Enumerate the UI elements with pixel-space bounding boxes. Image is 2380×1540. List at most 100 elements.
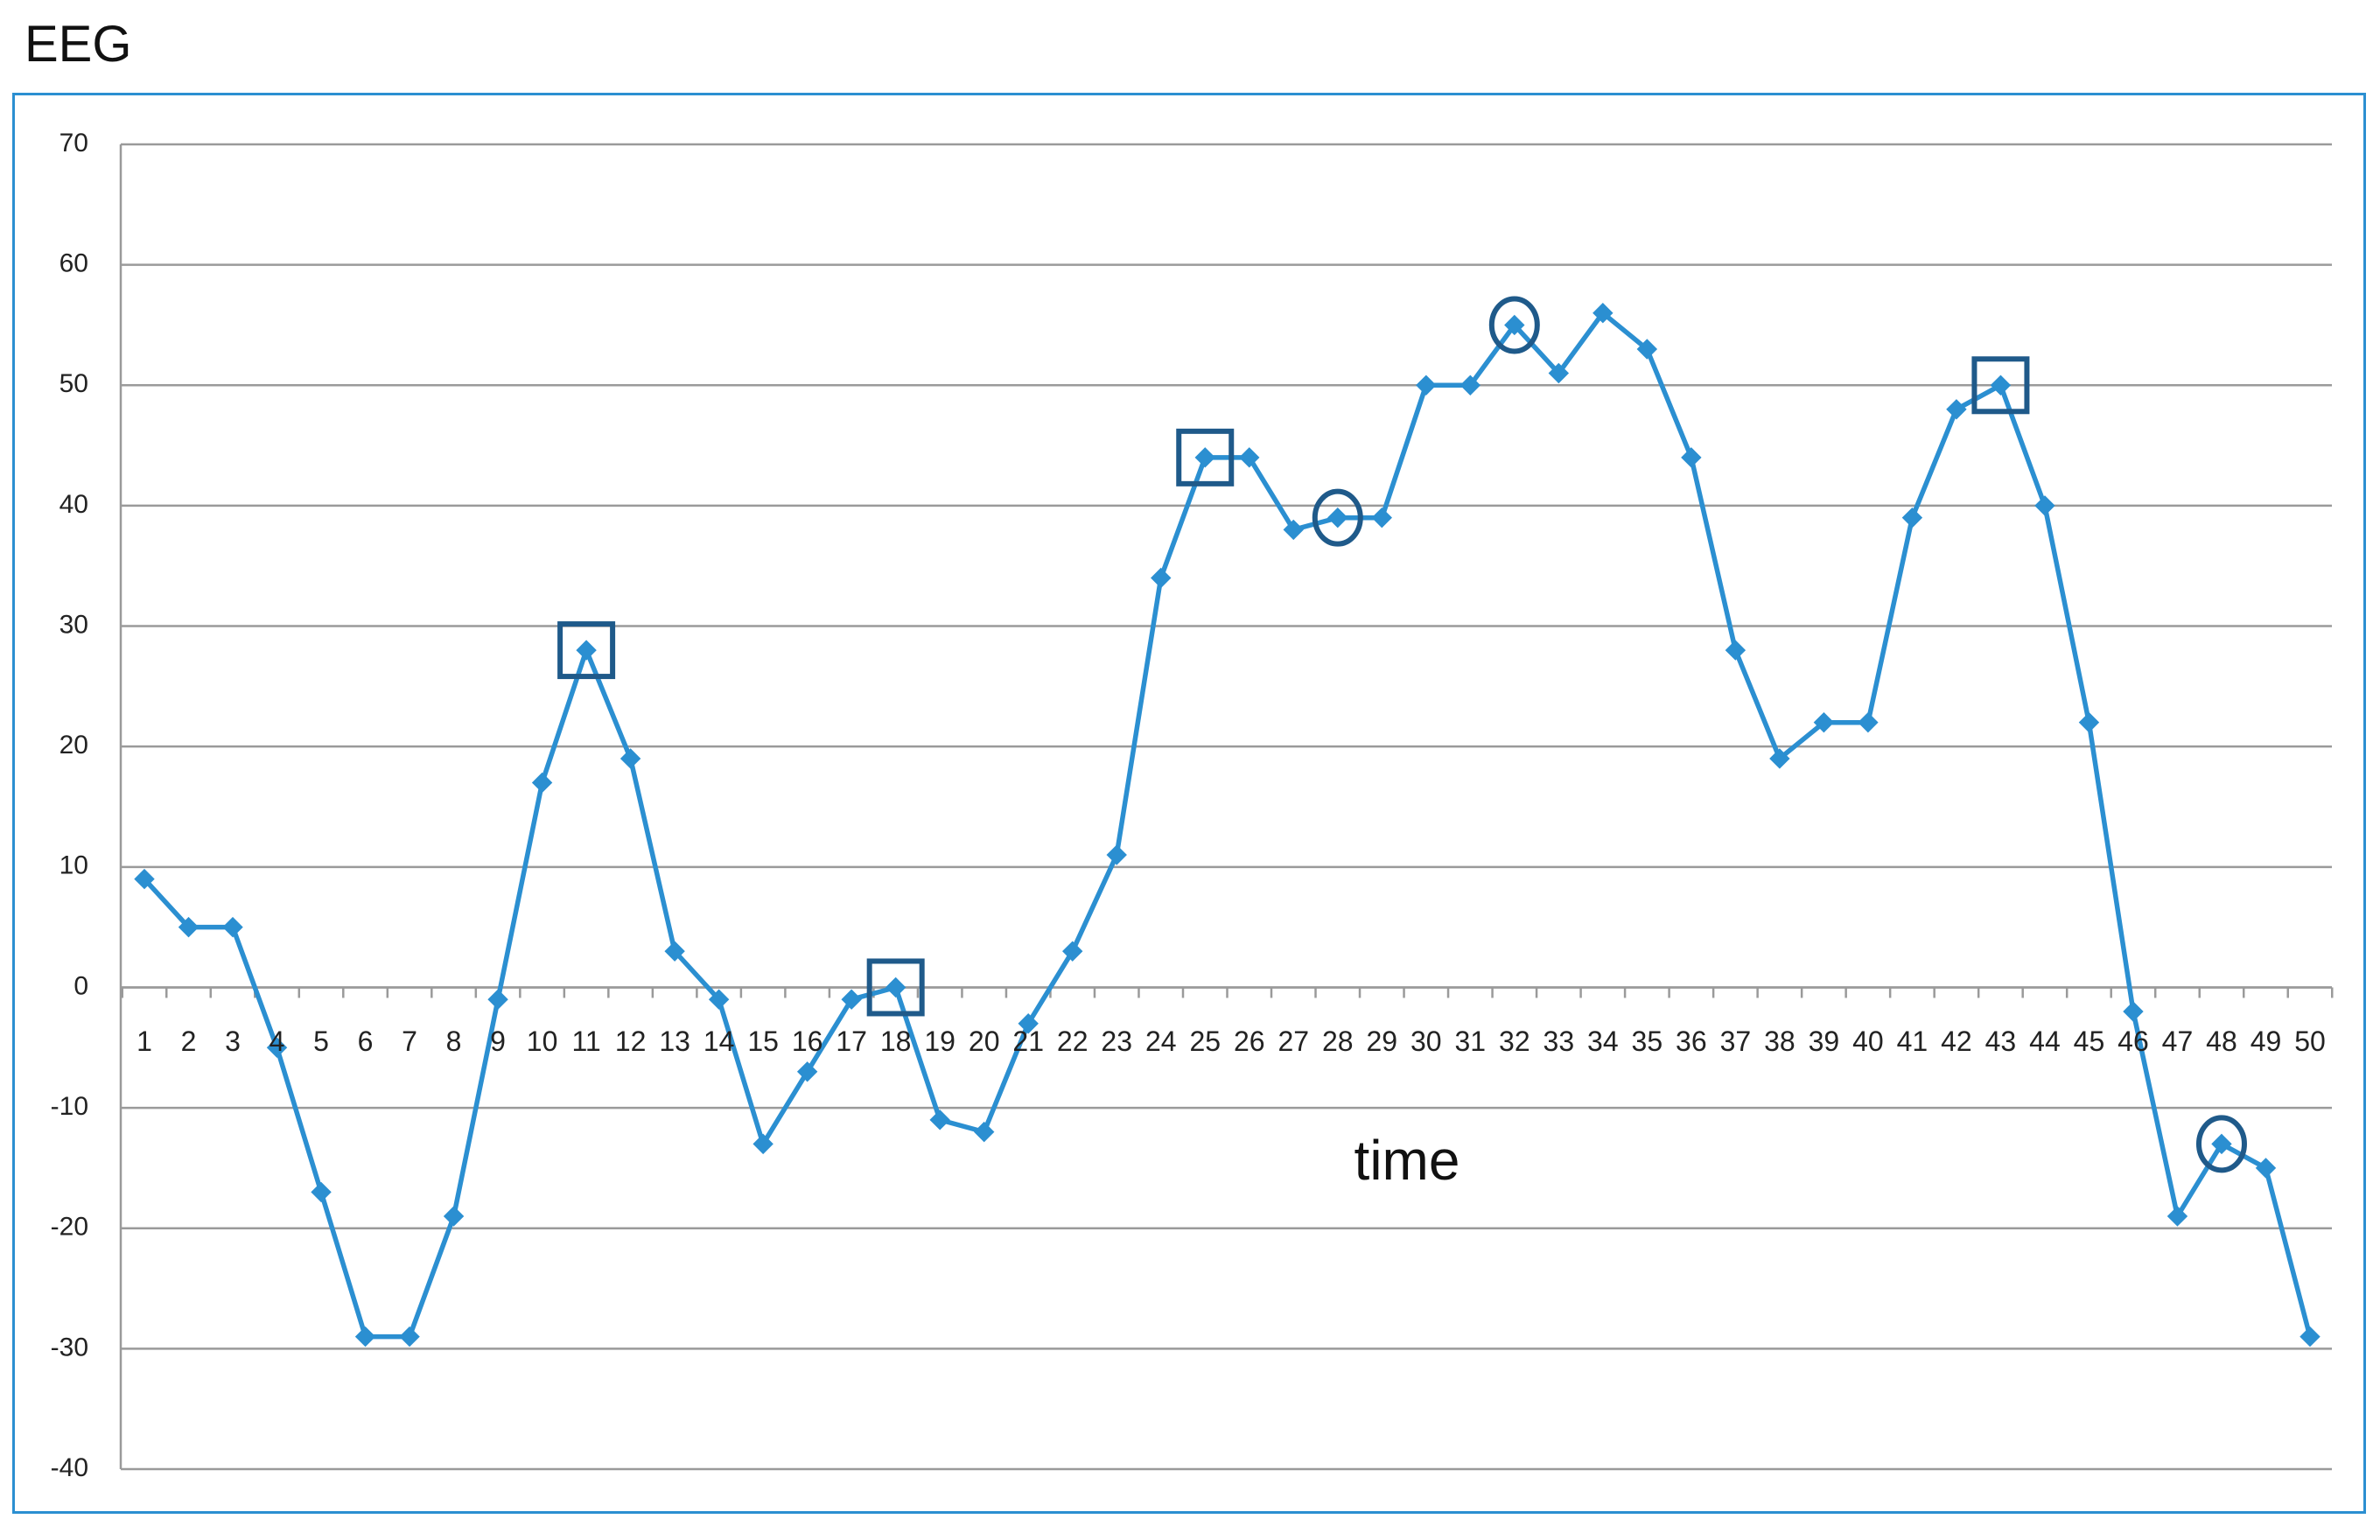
y-tick-label: 10 <box>60 851 88 880</box>
x-tick-label: 48 <box>2206 1026 2237 1057</box>
data-point-38 <box>1769 748 1790 769</box>
x-tick-label: 43 <box>1985 1026 2017 1057</box>
x-tick-label: 23 <box>1101 1026 1132 1057</box>
x-tick-label: 22 <box>1057 1026 1088 1057</box>
data-point-28 <box>1327 507 1348 528</box>
x-tick-label: 12 <box>615 1026 647 1057</box>
x-tick-label: 21 <box>1012 1026 1044 1057</box>
data-point-40 <box>1858 711 1879 733</box>
x-tick-label: 45 <box>2074 1026 2105 1057</box>
x-tick-label: 25 <box>1189 1026 1221 1057</box>
data-point-27 <box>1283 519 1304 541</box>
data-point-15 <box>752 1133 774 1155</box>
data-point-19 <box>929 1110 950 1130</box>
data-point-47 <box>2166 1206 2188 1227</box>
data-point-10 <box>531 772 553 794</box>
highlight-square <box>1176 428 1235 486</box>
data-point-6 <box>354 1326 376 1348</box>
x-tick-label: 24 <box>1145 1026 1177 1057</box>
x-tick-label: 13 <box>659 1026 690 1057</box>
data-point-45 <box>2078 711 2100 733</box>
x-tick-label: 27 <box>1278 1026 1309 1057</box>
data-point-41 <box>1901 507 1923 528</box>
chart-frame: -40 -30 -20 -10 0 10 20 30 40 50 60 70 1 2 3 4 5 6 7 8 9 10 1… <box>12 93 2366 1514</box>
x-tick-label: 36 <box>1676 1026 1707 1057</box>
x-tick-label: 41 <box>1897 1026 1928 1057</box>
x-tick-label: 19 <box>924 1026 956 1057</box>
eeg-series-line <box>142 310 2313 1340</box>
data-point-16 <box>796 1061 818 1082</box>
data-point-9 <box>487 989 508 1010</box>
x-tick-label: 15 <box>747 1026 779 1057</box>
highlight-circle <box>1312 488 1363 547</box>
x-tick-label: 33 <box>1544 1026 1575 1057</box>
y-tick-label: 60 <box>60 249 88 278</box>
x-tick-label: 30 <box>1410 1026 1442 1057</box>
x-tick-label: 44 <box>2029 1026 2061 1057</box>
y-tick-label: 20 <box>60 731 88 760</box>
data-point-14 <box>708 989 730 1010</box>
data-point-4 <box>266 1037 288 1058</box>
data-point-25 <box>1194 447 1215 468</box>
y-tick-label: -30 <box>51 1333 88 1362</box>
x-tick-label: 10 <box>527 1026 558 1057</box>
x-tick-label: 4 <box>270 1026 285 1057</box>
y-tick-label: -20 <box>51 1213 88 1242</box>
data-point-46 <box>2123 1001 2144 1022</box>
data-point-24 <box>1151 567 1172 589</box>
y-axis-ticks: -40 -30 -20 -10 0 10 20 30 40 50 60 70 <box>51 129 88 1482</box>
data-point-39 <box>1813 711 1835 733</box>
y-tick-label: 30 <box>60 610 88 639</box>
data-point-3 <box>222 916 243 938</box>
data-point-8 <box>443 1206 465 1227</box>
data-point-12 <box>620 748 641 769</box>
data-point-30 <box>1416 374 1437 396</box>
x-tick-label: 5 <box>313 1026 329 1057</box>
y-tick-label: -10 <box>51 1092 88 1121</box>
x-tick-label: 17 <box>836 1026 867 1057</box>
data-point-44 <box>2034 495 2055 516</box>
x-tick-label: 7 <box>402 1026 417 1057</box>
y-tick-label: 70 <box>60 129 88 158</box>
highlight-square <box>557 621 616 680</box>
x-tick-label: 8 <box>446 1026 462 1057</box>
x-tick-label: 6 <box>358 1026 374 1057</box>
series-line <box>142 310 2313 1340</box>
data-point-2 <box>178 916 200 938</box>
y-tick-label: -40 <box>51 1453 88 1482</box>
data-point-18 <box>885 976 906 998</box>
x-tick-label: 42 <box>1941 1026 1972 1057</box>
x-tick-label: 14 <box>704 1026 735 1057</box>
series-markers <box>134 302 2320 1348</box>
data-point-50 <box>2300 1326 2320 1348</box>
data-point-35 <box>1636 339 1658 360</box>
data-point-33 <box>1548 362 1570 384</box>
page-title: EEG <box>24 16 132 73</box>
x-tick-label: 38 <box>1764 1026 1796 1057</box>
x-tick-label: 16 <box>792 1026 823 1057</box>
x-tick-label: 46 <box>2118 1026 2149 1057</box>
data-point-32 <box>1504 314 1525 336</box>
data-point-29 <box>1371 507 1392 528</box>
x-tick-label: 26 <box>1234 1026 1265 1057</box>
y-tick-label: 40 <box>60 490 88 519</box>
x-axis <box>119 144 2334 1469</box>
data-point-49 <box>2255 1158 2277 1179</box>
x-tick-label: 31 <box>1455 1026 1487 1057</box>
annotations <box>557 296 2247 1173</box>
data-point-36 <box>1681 447 1702 468</box>
highlight-circle <box>2195 1115 2247 1173</box>
data-point-26 <box>1239 447 1260 468</box>
x-axis-ticks: 1 2 3 4 5 6 7 8 9 10 11 12 13 14 15 16 17 18 19 20 21 22 23 24 2… <box>136 1026 2326 1057</box>
data-point-23 <box>1106 844 1127 865</box>
data-point-37 <box>1725 640 1746 661</box>
x-tick-label: 35 <box>1632 1026 1663 1057</box>
x-tick-label: 50 <box>2294 1026 2326 1057</box>
x-tick-label: 49 <box>2250 1026 2282 1057</box>
x-tick-label: 34 <box>1587 1026 1619 1057</box>
x-tick-label: 29 <box>1366 1026 1397 1057</box>
data-point-42 <box>1946 399 1967 420</box>
x-tick-label: 39 <box>1809 1026 1840 1057</box>
data-point-20 <box>973 1121 995 1143</box>
data-point-22 <box>1062 941 1083 962</box>
